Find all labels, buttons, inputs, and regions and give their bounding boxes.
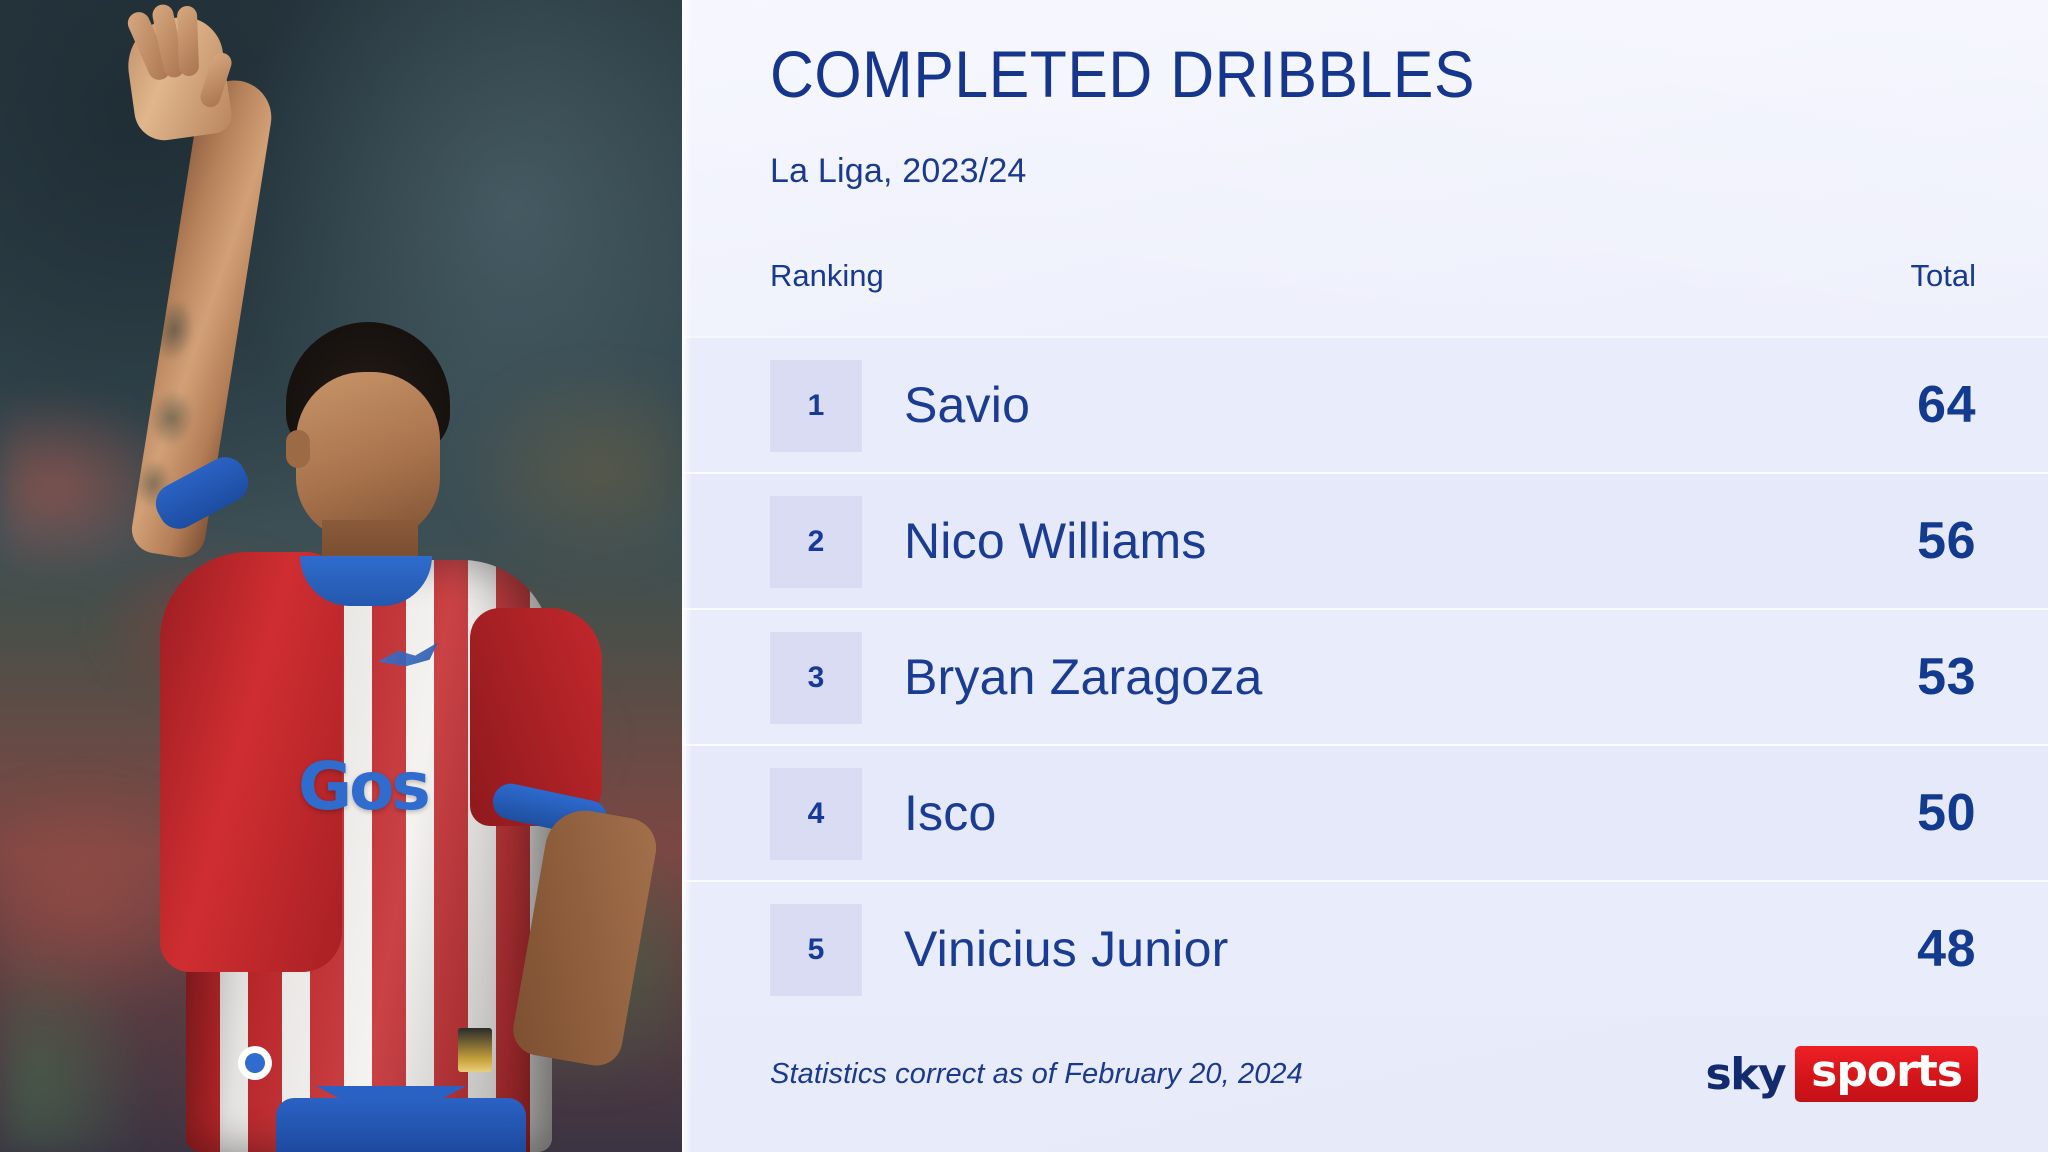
table-row[interactable]: 5 Vinicius Junior 48 [682, 880, 2048, 1016]
shorts [276, 1098, 526, 1152]
table-row[interactable]: 1 Savio 64 [682, 336, 2048, 472]
la-liga-badge-icon [238, 1046, 272, 1080]
stats-panel: COMPLETED DRIBBLES La Liga, 2023/24 Rank… [682, 0, 2048, 1152]
player-figure: Gos [0, 0, 682, 1152]
table-row[interactable]: 2 Nico Williams 56 [682, 472, 2048, 608]
player-photo: Gos [0, 0, 682, 1152]
column-headers: Ranking Total [682, 258, 2048, 302]
total-value: 50 [1917, 784, 1976, 842]
total-value: 56 [1917, 512, 1976, 570]
finger [176, 5, 200, 77]
jersey-left-sleeve [160, 552, 342, 972]
puma-tag-icon [458, 1028, 492, 1072]
column-header-total: Total [1910, 258, 1976, 293]
total-value: 64 [1917, 376, 1976, 434]
rank-badge: 3 [770, 632, 862, 724]
sports-wordmark: sports [1795, 1046, 1978, 1102]
player-name: Bryan Zaragoza [904, 649, 1263, 705]
player-name: Savio [904, 377, 1031, 433]
table-row[interactable]: 3 Bryan Zaragoza 53 [682, 608, 2048, 744]
rank-badge: 1 [770, 360, 862, 452]
subtitle: La Liga, 2023/24 [770, 152, 1027, 190]
total-value: 48 [1917, 920, 1976, 978]
rank-badge: 5 [770, 904, 862, 996]
footnote: Statistics correct as of February 20, 20… [770, 1058, 1303, 1090]
player-name: Nico Williams [904, 513, 1207, 569]
table-row[interactable]: 4 Isco 50 [682, 744, 2048, 880]
player-name: Isco [904, 785, 997, 841]
rank-badge: 4 [770, 768, 862, 860]
total-value: 53 [1917, 648, 1976, 706]
ranking-list: 1 Savio 64 2 Nico Williams 56 3 Bryan Za… [682, 336, 2048, 1016]
player-name: Vinicius Junior [904, 921, 1229, 977]
column-header-ranking: Ranking [770, 258, 884, 293]
jersey-sponsor-text: Gos [298, 748, 431, 818]
rank-badge: 2 [770, 496, 862, 588]
sky-sports-logo: sky sports [1706, 1046, 1978, 1102]
ear [286, 430, 310, 468]
face [296, 372, 440, 540]
page-title: COMPLETED DRIBBLES [770, 37, 1476, 111]
sky-wordmark: sky [1705, 1048, 1787, 1100]
